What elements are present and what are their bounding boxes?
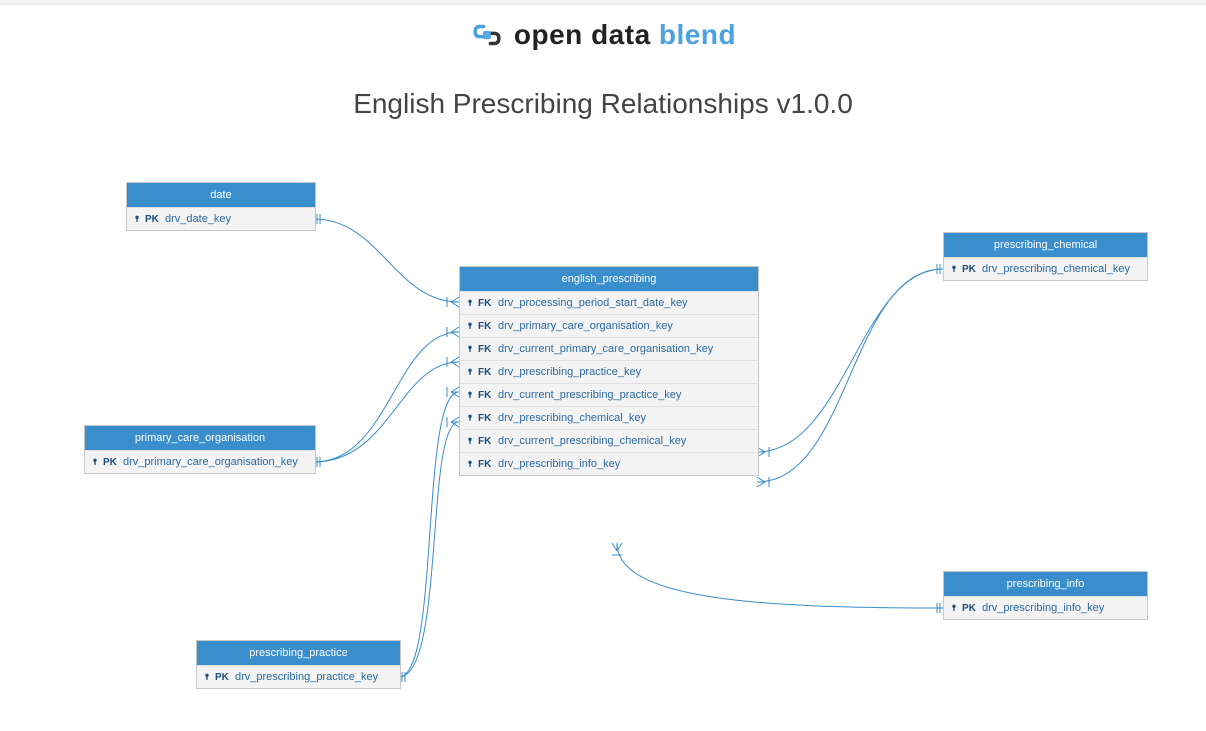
- column-name: drv_primary_care_organisation_key: [123, 456, 298, 468]
- key-icon: [466, 297, 474, 309]
- key-type-label: FK: [478, 367, 494, 378]
- key-type-label: FK: [478, 344, 494, 355]
- key-icon: [203, 671, 211, 683]
- key-icon: [466, 343, 474, 355]
- table-column: FK drv_prescribing_chemical_key: [460, 406, 758, 429]
- column-name: drv_primary_care_organisation_key: [498, 320, 673, 332]
- table-column: FK drv_prescribing_practice_key: [460, 360, 758, 383]
- table-column: FK drv_current_prescribing_practice_key: [460, 383, 758, 406]
- key-icon: [466, 389, 474, 401]
- table-primary_care_organisation[interactable]: primary_care_organisation PK drv_primary_c…: [84, 425, 316, 474]
- logo-text-2: blend: [659, 19, 736, 50]
- table-header: prescribing_info: [944, 572, 1147, 596]
- table-column: FK drv_current_primary_care_organisation_…: [460, 337, 758, 360]
- column-name: drv_prescribing_chemical_key: [498, 412, 646, 424]
- table-prescribing_practice[interactable]: prescribing_practice PK drv_prescribing_pr…: [196, 640, 401, 689]
- key-type-label: PK: [962, 264, 978, 275]
- key-icon: [466, 366, 474, 378]
- key-icon: [466, 435, 474, 447]
- key-type-label: PK: [215, 672, 231, 683]
- key-type-label: FK: [478, 436, 494, 447]
- key-icon: [466, 320, 474, 332]
- column-name: drv_prescribing_practice_key: [235, 671, 378, 683]
- key-type-label: FK: [478, 390, 494, 401]
- table-date[interactable]: date PK drv_date_key: [126, 182, 316, 231]
- column-name: drv_prescribing_chemical_key: [982, 263, 1130, 275]
- key-type-label: PK: [962, 603, 978, 614]
- key-type-label: FK: [478, 459, 494, 470]
- column-name: drv_current_primary_care_organisation_ke…: [498, 343, 713, 355]
- column-name: drv_prescribing_practice_key: [498, 366, 641, 378]
- table-column: FK drv_current_prescribing_chemical_key: [460, 429, 758, 452]
- table-prescribing_info[interactable]: prescribing_info PK drv_prescribing_info_k…: [943, 571, 1148, 620]
- table-column: FK drv_prescribing_info_key: [460, 452, 758, 475]
- table-header: prescribing_chemical: [944, 233, 1147, 257]
- column-name: drv_prescribing_info_key: [982, 602, 1104, 614]
- key-icon: [466, 458, 474, 470]
- column-name: drv_date_key: [165, 213, 231, 225]
- table-column: PK drv_primary_care_organisation_key: [85, 450, 315, 473]
- key-type-label: FK: [478, 321, 494, 332]
- key-type-label: FK: [478, 413, 494, 424]
- key-icon: [133, 213, 141, 225]
- table-header: english_prescribing: [460, 267, 758, 291]
- table-column: FK drv_primary_care_organisation_key: [460, 314, 758, 337]
- key-icon: [91, 456, 99, 468]
- table-column: FK drv_processing_period_start_date_key: [460, 291, 758, 314]
- table-column: PK drv_prescribing_chemical_key: [944, 257, 1147, 280]
- key-icon: [950, 602, 958, 614]
- table-header: date: [127, 183, 315, 207]
- table-prescribing_chemical[interactable]: prescribing_chemical PK drv_prescribing_ch…: [943, 232, 1148, 281]
- column-name: drv_processing_period_start_date_key: [498, 297, 688, 309]
- table-column: PK drv_prescribing_practice_key: [197, 665, 400, 688]
- brand-logo: open data blend: [0, 18, 1206, 52]
- column-name: drv_current_prescribing_chemical_key: [498, 435, 686, 447]
- page-title: English Prescribing Relationships v1.0.0: [0, 88, 1206, 120]
- logo-text-1: open data: [514, 19, 651, 50]
- column-name: drv_prescribing_info_key: [498, 458, 620, 470]
- column-name: drv_current_prescribing_practice_key: [498, 389, 681, 401]
- table-column: PK drv_date_key: [127, 207, 315, 230]
- table-header: primary_care_organisation: [85, 426, 315, 450]
- key-type-label: PK: [103, 457, 119, 468]
- key-type-label: FK: [478, 298, 494, 309]
- table-english_prescribing[interactable]: english_prescribing FK drv_processing_peri…: [459, 266, 759, 476]
- logo-icon: [470, 18, 504, 52]
- key-type-label: PK: [145, 214, 161, 225]
- key-icon: [466, 412, 474, 424]
- table-column: PK drv_prescribing_info_key: [944, 596, 1147, 619]
- key-icon: [950, 263, 958, 275]
- table-header: prescribing_practice: [197, 641, 400, 665]
